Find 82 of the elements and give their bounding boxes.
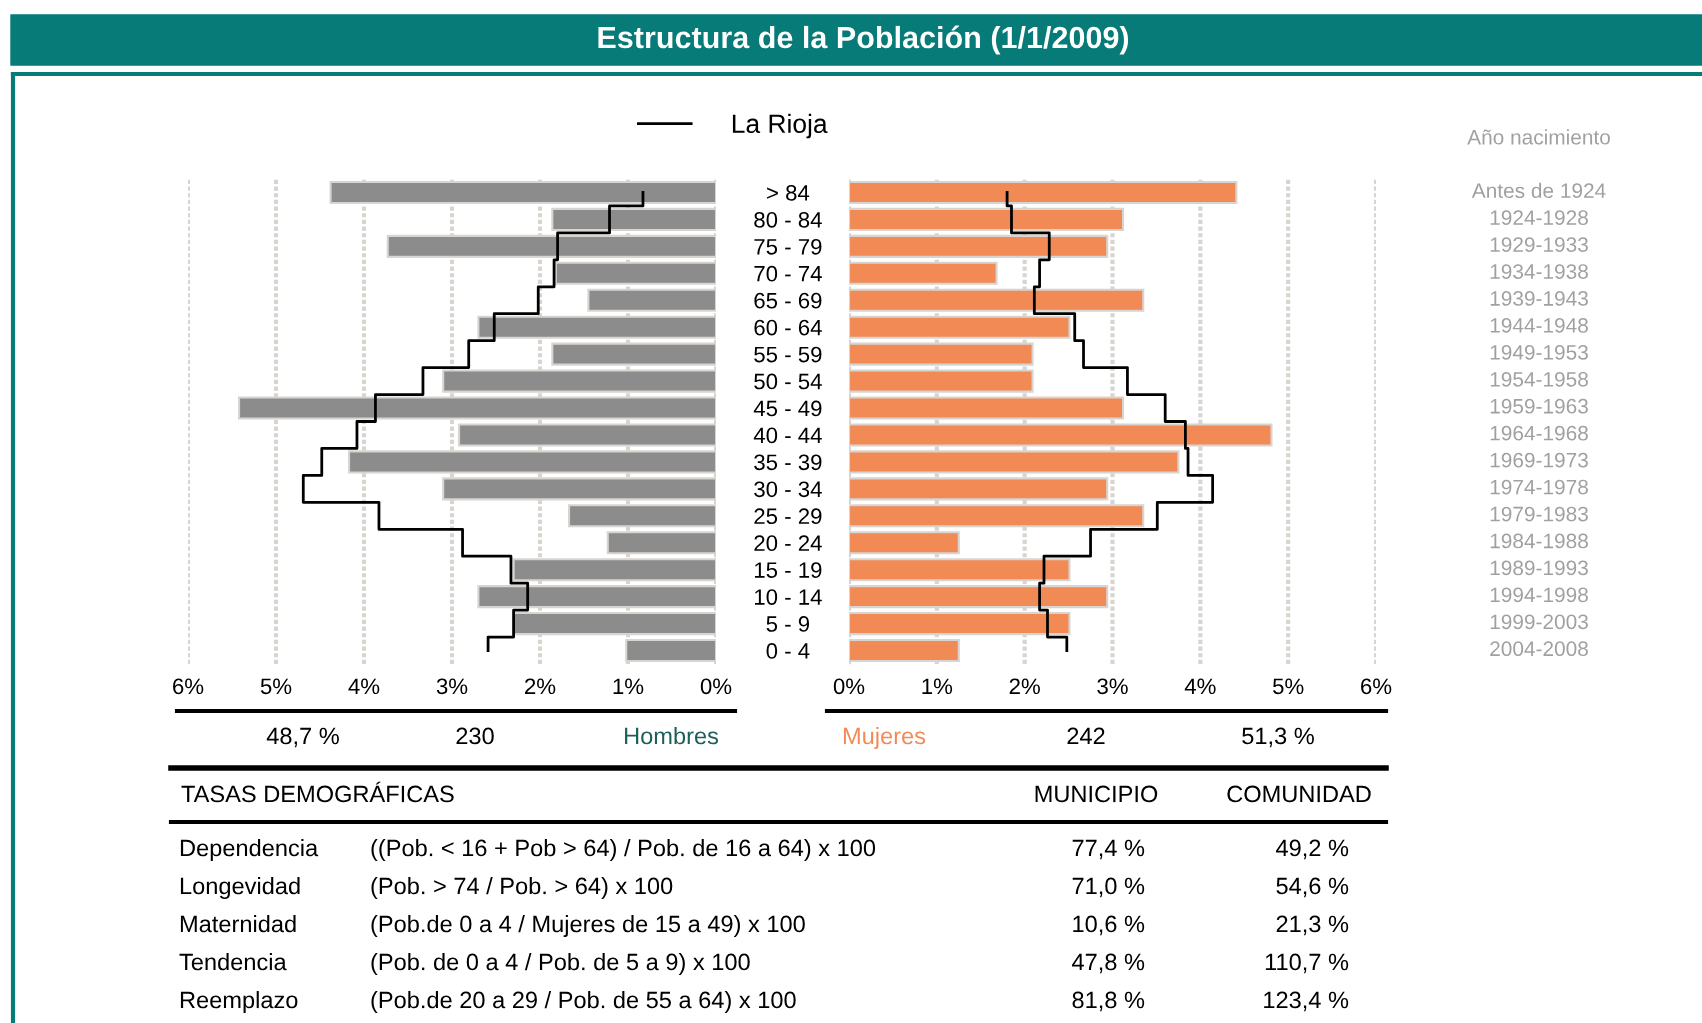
text: 1934-1938 [1490, 264, 1588, 279]
text: 2004-2008 [1490, 641, 1588, 657]
y-tick-label: 15 - 19 [754, 562, 822, 578]
y-tick-label: 0 - 4 [766, 643, 810, 659]
text: 123,4 % [1264, 991, 1349, 1012]
text: (Pob.de 20 a 29 / Pob. de 55 a 64) x 100 [371, 991, 796, 1013]
text: 1979-1983 [1490, 506, 1588, 522]
y-tick-label: 60 - 64 [754, 319, 822, 336]
text: 47,8 % [1072, 953, 1145, 974]
y-tick-label: 45 - 49 [753, 400, 822, 417]
legend-label: La Rioja [732, 113, 828, 139]
x-tick-label: 1% [922, 678, 953, 695]
x-tick-label: 5% [1273, 678, 1304, 695]
text: 1929-1933 [1490, 237, 1588, 252]
text: Tendencia [179, 952, 287, 971]
text: Maternidad [180, 914, 296, 933]
text: 81,8 % [1072, 991, 1145, 1012]
text: 77,4 % [1072, 839, 1145, 860]
x-tick-label: 2% [525, 678, 556, 695]
text: Longevidad [180, 876, 300, 900]
text: Reemplazo [180, 991, 298, 1014]
x-tick-label: 0% [833, 678, 865, 695]
text: 242 [1067, 727, 1105, 745]
x-tick-label: 4% [1184, 678, 1216, 695]
text: 71,0 % [1072, 877, 1145, 898]
text: 1994-1998 [1490, 587, 1588, 603]
text: 1964-1968 [1490, 425, 1588, 441]
text: 1954-1958 [1490, 371, 1588, 387]
x-tick-label: 3% [436, 678, 468, 695]
text: 1974-1978 [1490, 479, 1588, 495]
y-tick-label: 5 - 9 [766, 616, 810, 632]
text: 1939-1943 [1490, 291, 1588, 306]
y-tick-label: 70 - 74 [754, 265, 822, 282]
text: 1969-1973 [1490, 452, 1588, 468]
x-tick-label: 4% [348, 678, 380, 695]
text: 54,6 % [1276, 877, 1349, 898]
text: 49,2 % [1276, 839, 1349, 860]
x-tick-label: 2% [1009, 678, 1040, 695]
text: 1949-1953 [1490, 344, 1588, 360]
text: Antes de 1924 [1471, 182, 1606, 199]
text: (Pob. de 0 a 4 / Pob. de 5 a 9) x 100 [371, 952, 750, 975]
x-tick-label: 1% [613, 678, 644, 695]
text: 51,3 % [1242, 727, 1314, 748]
text: 21,3 % [1276, 915, 1349, 936]
text: 1984-1988 [1490, 533, 1588, 549]
text: Estructura de la Población (1/1/2009) [598, 25, 1129, 55]
y-tick-label: > 84 [767, 185, 810, 201]
text: ((Pob. < 16 + Pob > 64) / Pob. de 16 a 64) x 100 [371, 838, 876, 861]
text: (Pob.de 0 a 4 / Mujeres de 15 a 49) x 100 [371, 914, 805, 938]
text: 1989-1993 [1490, 560, 1588, 576]
y-tick-label: 30 - 34 [754, 481, 822, 498]
x-tick-label: 6% [1361, 678, 1392, 695]
y-tick-label: 75 - 79 [754, 238, 822, 255]
text: TASAS DEMOGRÁFICAS [181, 781, 454, 803]
text: MUNICIPIO [1035, 785, 1158, 803]
x-tick-label: 0% [700, 678, 732, 695]
text: 10,6 % [1073, 915, 1145, 936]
text: 110,7 % [1265, 953, 1349, 974]
text: 230 [456, 727, 494, 745]
x-axis-title: Hombres [625, 726, 719, 745]
x-axis-title: Mujeres [843, 726, 926, 750]
text: (Pob. > 74 / Pob. > 64) x 100 [371, 876, 673, 899]
text: COMUNIDAD [1227, 785, 1371, 803]
y-tick-label: 40 - 44 [753, 427, 822, 444]
x-tick-label: 6% [173, 678, 204, 695]
x-tick-label: 5% [260, 678, 292, 695]
text: 1944-1948 [1490, 318, 1588, 333]
y-tick-label: 55 - 59 [754, 346, 822, 363]
text: Dependencia [180, 838, 319, 862]
y-tick-label: 25 - 29 [754, 508, 822, 525]
x-tick-label: 3% [1097, 678, 1128, 695]
y-tick-label: 20 - 24 [754, 535, 822, 552]
y-tick-label: 65 - 69 [754, 292, 822, 309]
text: 48,7 % [266, 727, 339, 748]
text: 1959-1963 [1490, 398, 1588, 414]
y-tick-label: 50 - 54 [754, 373, 822, 390]
text: 1999-2003 [1490, 614, 1588, 630]
text: 1924-1928 [1490, 210, 1588, 226]
y-tick-label: 35 - 39 [754, 454, 822, 471]
y2-axis-title: Año nacimiento [1467, 129, 1610, 145]
y-tick-label: 10 - 14 [754, 589, 822, 605]
y-tick-label: 80 - 84 [754, 211, 822, 228]
